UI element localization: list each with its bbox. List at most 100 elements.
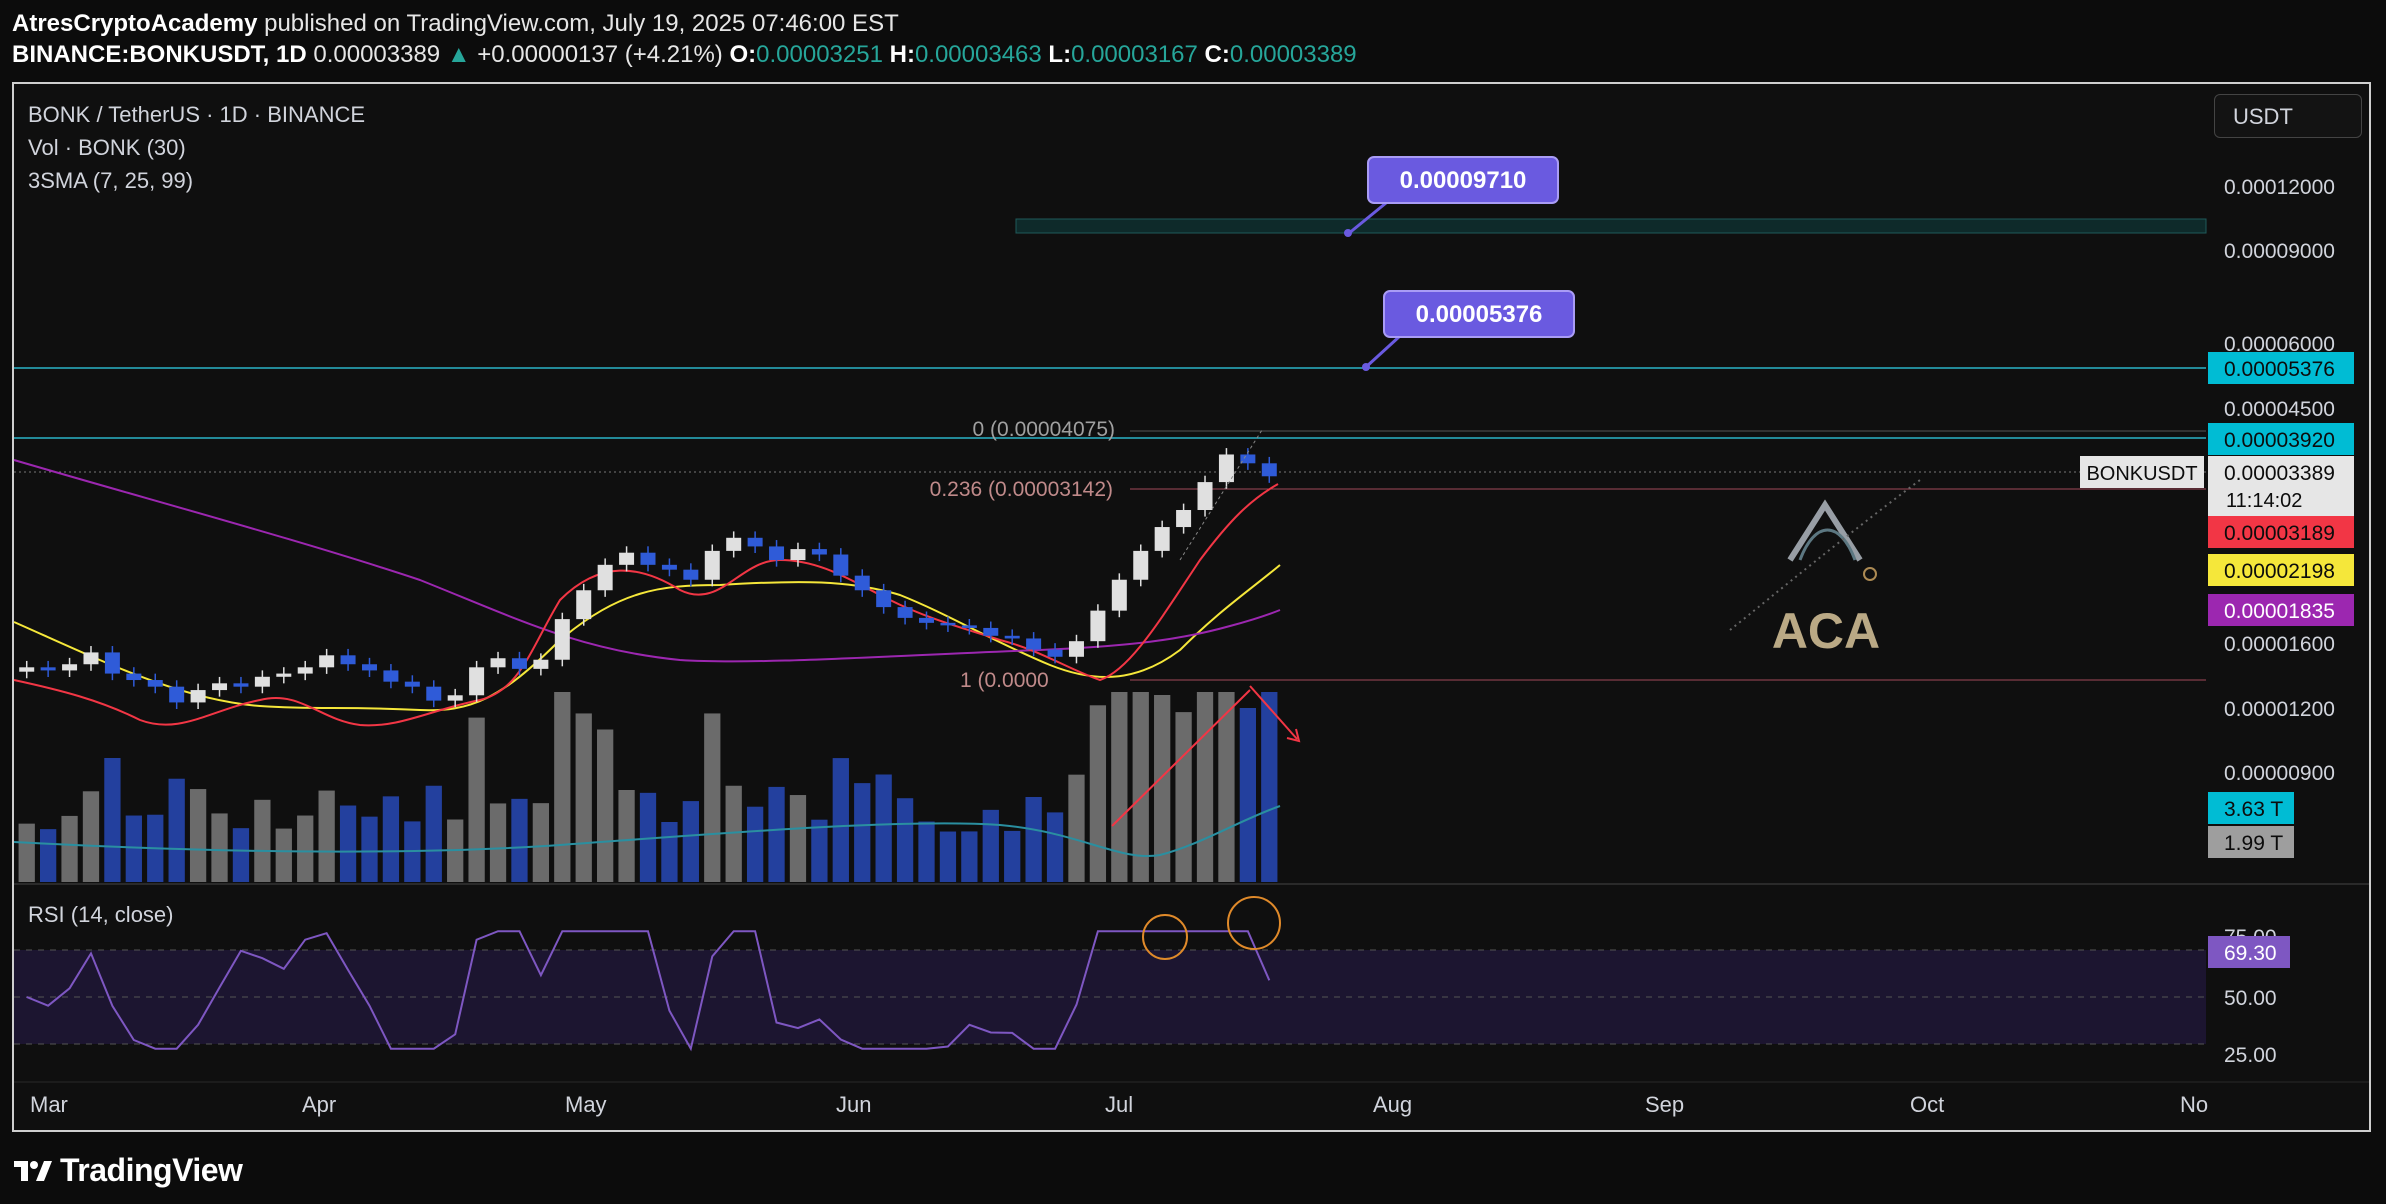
volume-bar	[211, 813, 228, 882]
callout2-dot	[1362, 363, 1370, 371]
logo-dot-icon	[1863, 567, 1877, 581]
candle-body	[319, 655, 335, 668]
volume-ma-line	[13, 805, 1281, 857]
candle-body	[683, 569, 699, 580]
candles-group	[19, 448, 1277, 710]
volume-bar	[382, 796, 400, 882]
volume-bar	[1154, 695, 1171, 882]
currency-button[interactable]: USDT	[2214, 94, 2362, 138]
tag-vol-ma-text: 3.63 T	[2224, 798, 2283, 821]
volume-bar	[1089, 705, 1107, 882]
tag-sma25	[2208, 554, 2354, 586]
tag-vol-ma	[2208, 792, 2294, 824]
publish-info: AtresCryptoAcademy published on TradingV…	[12, 10, 899, 38]
open-value: 0.00003251	[756, 41, 883, 68]
tag-vol-text: 1.99 T	[2224, 832, 2283, 855]
author-name[interactable]: AtresCryptoAcademy	[12, 10, 258, 37]
volume-bar	[1068, 774, 1085, 882]
rsi-line	[26, 930, 1271, 1052]
volume-bar	[575, 713, 592, 882]
callout-target1[interactable]	[1367, 156, 1559, 204]
ohlc-line: BINANCE:BONKUSDT, 1D 0.00003389 ▲ +0.000…	[12, 41, 1357, 69]
volume-bar	[339, 805, 357, 882]
candle-body	[340, 655, 356, 665]
candle-body	[640, 552, 656, 565]
tag-rsi-text: 69.30	[2224, 942, 2277, 965]
vol-legend[interactable]: Vol · BONK (30)	[28, 135, 186, 160]
volume-bar	[232, 828, 250, 882]
volume-bar	[982, 809, 999, 882]
time-tick-aug: Aug	[1373, 1092, 1412, 1117]
target-zone	[1015, 218, 2207, 234]
sma-legend[interactable]: 3SMA (7, 25, 99)	[28, 168, 194, 193]
price-axis[interactable]: 0.00012000 0.00009000 0.00006000 0.00004…	[2224, 176, 2335, 860]
candle-body	[1154, 527, 1170, 551]
volume-bar	[961, 831, 978, 882]
candle-body	[1133, 550, 1149, 580]
watermark-text: ACA	[1772, 603, 1880, 659]
candle-body	[40, 667, 56, 671]
time-tick-jun: Jun	[836, 1092, 871, 1117]
time-tick-nov: No	[2180, 1092, 2208, 1117]
candle-body	[254, 676, 270, 687]
high-value: 0.00003463	[914, 41, 1042, 68]
candle-body	[426, 686, 442, 701]
volume-bar	[254, 799, 271, 882]
candle-body	[83, 652, 99, 665]
tag-sma25-text: 0.00002198	[2224, 560, 2335, 583]
rsi-highlight-circle-2	[1227, 896, 1281, 950]
candle-body	[854, 575, 870, 591]
sma7-line	[13, 483, 1279, 727]
candle-body	[897, 607, 913, 618]
price-tick-7: 0.00000900	[2224, 762, 2335, 785]
volume-bar	[82, 791, 100, 882]
tag-rsi	[2208, 936, 2290, 968]
rsi-legend[interactable]: RSI (14, close)	[28, 902, 174, 927]
volume-bar	[618, 790, 635, 882]
volume-bar	[811, 819, 828, 882]
volume-bar	[1239, 708, 1257, 882]
candle-body	[1240, 454, 1256, 464]
tradingview-logo[interactable]: TradingView	[12, 1150, 243, 1190]
candle-body	[276, 673, 292, 677]
candle-body	[619, 552, 635, 565]
rsi-highlight-circle-1	[1142, 914, 1188, 960]
candle-body	[940, 622, 956, 626]
trend-dashed-line	[1179, 429, 1263, 561]
candle-body	[790, 549, 806, 561]
candle-body	[811, 549, 827, 555]
volume-bar	[532, 803, 550, 882]
fib-1-label: 1 (0.0000	[960, 669, 1049, 692]
callout2-pointer	[1364, 334, 1402, 369]
candle-body	[769, 546, 785, 561]
callout-target2[interactable]	[1383, 290, 1575, 338]
volume-bar	[168, 778, 185, 882]
candle-body	[576, 590, 592, 620]
rsi-tick-50: 50.00	[2224, 987, 2277, 1010]
chart-title[interactable]: BONK / TetherUS · 1D · BINANCE	[28, 102, 366, 127]
candle-body	[126, 673, 142, 681]
volume-bar	[1025, 797, 1042, 882]
projection-path	[1729, 479, 1921, 631]
volume-bar	[425, 785, 442, 882]
callout-target2-text: 0.00005376	[1416, 301, 1543, 328]
tradingview-wordmark: TradingView	[60, 1151, 243, 1188]
volume-bar	[125, 815, 142, 882]
candle-body	[1068, 641, 1084, 657]
volume-bar	[768, 786, 785, 882]
volume-bar	[725, 785, 742, 882]
candle-body	[190, 690, 206, 703]
volume-bar	[1218, 692, 1235, 882]
volume-bar	[18, 823, 35, 882]
tag-sma99	[2208, 594, 2354, 626]
tag-sma7	[2208, 516, 2354, 548]
candle-body	[1176, 510, 1192, 528]
time-axis[interactable]: Mar Apr May Jun Jul Aug Sep Oct No	[30, 1092, 2208, 1117]
tag-level-5376	[2208, 352, 2354, 384]
volume-bar	[318, 790, 335, 882]
volume-arrow-down	[1249, 685, 1298, 740]
last-price-tag	[2208, 456, 2354, 516]
volume-bar	[104, 758, 121, 882]
price-tick-6: 0.00001200	[2224, 698, 2335, 721]
